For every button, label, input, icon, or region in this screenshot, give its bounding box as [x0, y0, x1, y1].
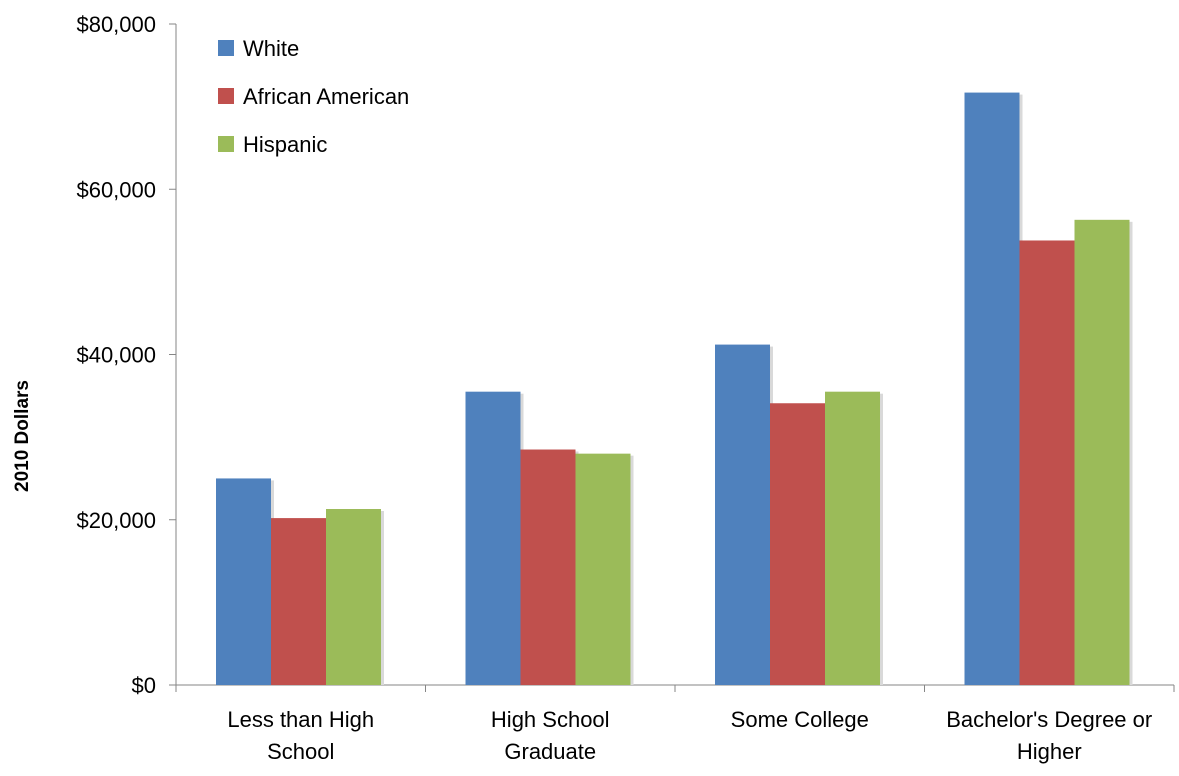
x-category-label: Bachelor's Degree or Higher [946, 707, 1152, 764]
y-tick-label: $0 [132, 673, 156, 698]
bar [825, 391, 880, 685]
y-axis-label: 2010 Dollars [12, 380, 33, 492]
bar [326, 509, 381, 685]
y-tick-label: $60,000 [76, 177, 156, 202]
legend-label: White [243, 36, 299, 61]
legend-swatch [218, 88, 234, 104]
y-axis: $0 $20,000 $40,000 $60,000 $80,000 [76, 12, 177, 698]
legend-label: Hispanic [243, 132, 327, 157]
x-axis: Less than High School High School Graduate S… [175, 684, 1175, 764]
y-tick-label: $20,000 [76, 508, 156, 533]
legend-label: African American [243, 84, 409, 109]
legend-swatch [218, 136, 234, 152]
bar [964, 92, 1020, 686]
y-tick-label: $40,000 [76, 343, 156, 368]
bar [770, 403, 825, 685]
y-tick-label: $80,000 [76, 12, 156, 37]
bar [216, 478, 271, 685]
bar [1074, 219, 1130, 686]
bar [271, 518, 326, 685]
bar [715, 344, 770, 685]
legend: White African American Hispanic [218, 36, 409, 157]
x-category-label: High School Graduate [491, 707, 610, 764]
legend-swatch [218, 40, 234, 56]
x-category-label: Less than High School [227, 707, 374, 764]
bar [465, 391, 521, 685]
x-category-label: Some College [731, 707, 869, 732]
bar [520, 449, 576, 685]
bar [575, 453, 631, 685]
bar [1019, 240, 1075, 686]
bars [216, 92, 1133, 686]
